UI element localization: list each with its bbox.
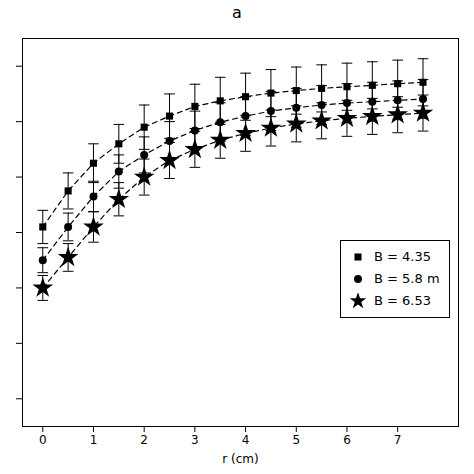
svg-text:3: 3 bbox=[191, 433, 199, 447]
html-text:a: a bbox=[232, 3, 242, 22]
svg-text:2: 2 bbox=[140, 433, 148, 447]
svg-text:r (cm): r (cm) bbox=[222, 452, 258, 466]
svg-text:1: 1 bbox=[90, 433, 98, 447]
svg-text:6: 6 bbox=[343, 433, 351, 447]
svg-text:7: 7 bbox=[394, 433, 402, 447]
svg-text:0: 0 bbox=[39, 433, 47, 447]
html-text:B = 5.8 m: B = 5.8 m bbox=[374, 271, 440, 286]
svg-text:5: 5 bbox=[292, 433, 300, 447]
html-text:B = 6.53: B = 6.53 bbox=[374, 293, 431, 308]
html-text:B = 4.35: B = 4.35 bbox=[374, 249, 431, 264]
svg-text:4: 4 bbox=[242, 433, 250, 447]
